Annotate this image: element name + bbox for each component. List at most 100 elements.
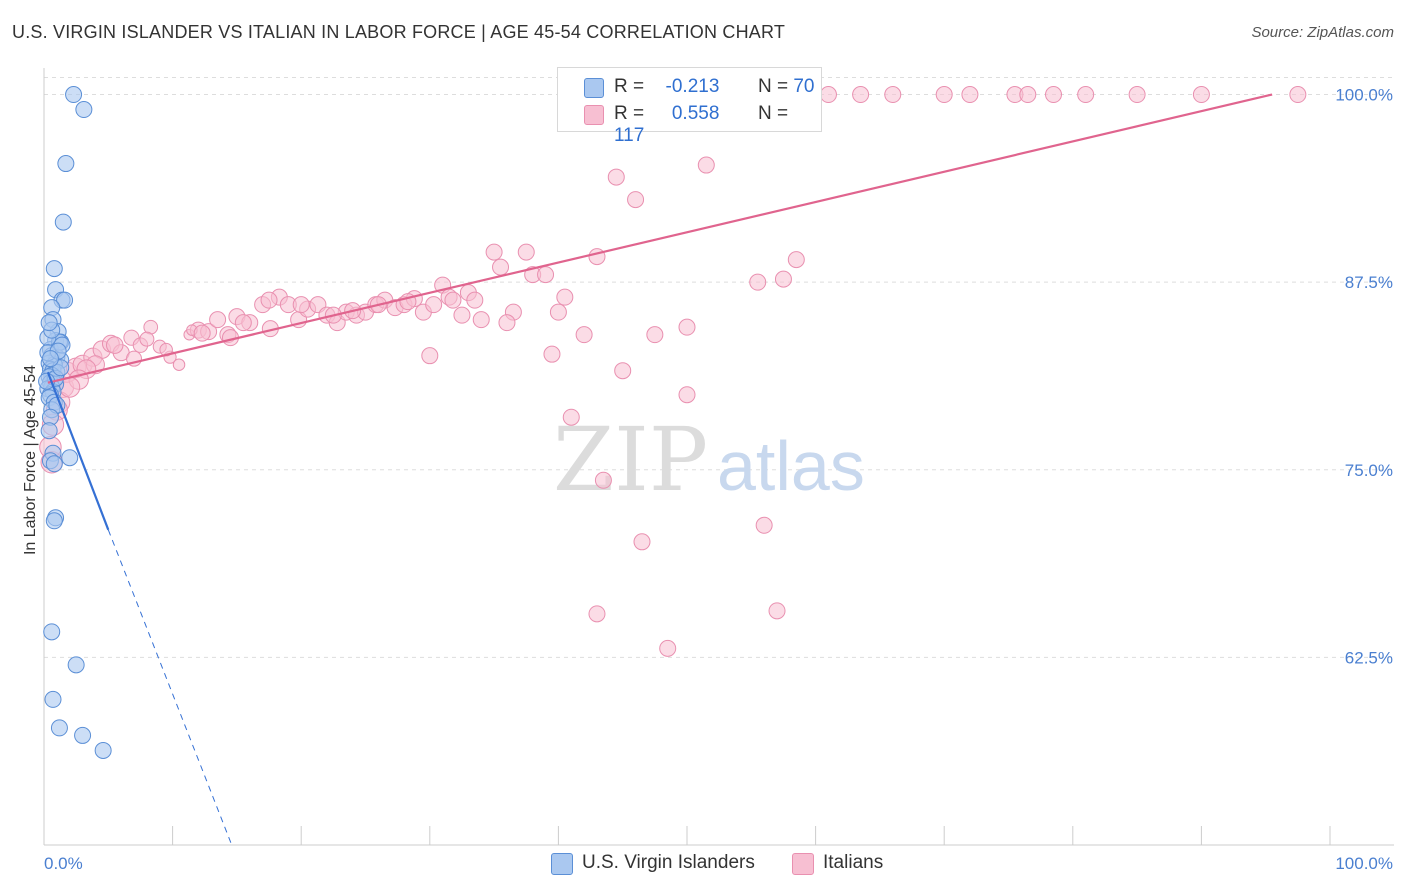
italians-point	[678, 318, 696, 336]
y-tick-label: 62.5%	[1345, 648, 1393, 667]
italians-point	[537, 266, 555, 284]
italians-point	[614, 362, 632, 380]
italians-point	[172, 358, 186, 371]
virgin-islanders-point	[45, 260, 63, 278]
italians-point	[292, 296, 310, 314]
italians-point	[961, 86, 979, 104]
watermark: ZIP atlas	[553, 408, 865, 511]
watermark-atlas: atlas	[717, 427, 865, 505]
italians-point	[444, 291, 462, 309]
italians-point	[819, 86, 837, 104]
legend-row-virgin-islanders: R = -0.213 N = 70	[614, 76, 814, 98]
italians-point	[453, 306, 471, 324]
bottom-legend-swatch-italians	[792, 853, 814, 875]
italians-point	[466, 291, 484, 309]
italians-point	[935, 86, 953, 104]
legend-r-value-virgin-islanders: -0.213	[665, 76, 720, 97]
legend-n-value-virgin-islanders: 70	[793, 76, 815, 97]
legend-row-italians: R = 0.558 N = 117	[614, 103, 821, 147]
italians-point	[678, 386, 696, 404]
virgin-islanders-point	[50, 719, 68, 737]
virgin-islanders-point	[67, 656, 85, 674]
italians-point	[787, 251, 805, 269]
italians-point	[588, 605, 606, 623]
y-tick-label: 87.5%	[1345, 273, 1393, 292]
italians-point	[1077, 86, 1095, 104]
watermark-zip: ZIP	[553, 408, 708, 511]
virgin-islanders-trend-line	[46, 371, 110, 531]
legend-swatch-italians	[584, 105, 604, 125]
italians-point	[492, 258, 510, 276]
y-axis-label: In Labor Force | Age 45-54	[22, 365, 39, 555]
italians-point	[1128, 86, 1146, 104]
italians-point	[1192, 86, 1210, 104]
italians-point	[209, 311, 227, 329]
virgin-islanders-point	[40, 422, 58, 440]
italians-point	[607, 168, 625, 186]
italians-point	[755, 516, 773, 534]
italians-point	[105, 336, 124, 354]
y-tick-labels: 62.5% 75.0% 87.5% 100.0%	[1335, 86, 1393, 668]
italians-point	[1289, 86, 1307, 104]
italians-point	[139, 331, 155, 347]
y-tick-label: 75.0%	[1345, 461, 1393, 480]
virgin-islanders-point	[45, 455, 63, 473]
x-tick-label: 100.0%	[1335, 854, 1393, 873]
italians-point	[633, 533, 651, 551]
chart-title: U.S. VIRGIN ISLANDER VS ITALIAN IN LABOR…	[12, 22, 786, 42]
italians-point	[749, 273, 767, 291]
italians-point	[884, 86, 902, 104]
italians-point	[425, 296, 443, 314]
legend-n-label: N =	[757, 76, 789, 97]
virgin-islanders-trend-extension	[107, 529, 233, 846]
source-label: Source: ZipAtlas.com	[1251, 24, 1394, 41]
italians-point	[852, 86, 870, 104]
stats-legend: R = -0.213 N = 70 R = 0.558 N = 117	[557, 67, 822, 146]
italians-trend-line	[47, 93, 1273, 384]
italians-point	[234, 314, 252, 332]
x-tick-label: 0.0%	[44, 854, 83, 873]
italians-point	[260, 291, 278, 309]
trend-lines	[46, 93, 1273, 846]
legend-n-label: N =	[757, 103, 789, 124]
grid-lines	[44, 77, 1394, 658]
italians-point	[485, 243, 503, 261]
italians-point	[768, 602, 786, 620]
virgin-islanders-point	[56, 291, 74, 309]
italians-point	[697, 156, 715, 174]
virgin-islanders-point	[43, 623, 61, 641]
italians-point	[627, 191, 645, 209]
bottom-legend-swatch-virgin-islanders	[551, 853, 573, 875]
italians-point	[774, 270, 792, 288]
y-tick-label: 100.0%	[1335, 86, 1393, 105]
legend-r-value-italians: 0.558	[671, 103, 720, 124]
bottom-legend-italians: Italians	[823, 852, 884, 873]
legend-n-value-italians: 117	[614, 125, 645, 146]
italians-point	[1045, 86, 1063, 104]
virgin-islanders-point	[44, 690, 62, 708]
italians-point	[421, 347, 439, 365]
virgin-islanders-point	[57, 155, 75, 173]
virgin-islanders-point	[61, 449, 79, 467]
bottom-legend-virgin-islanders: U.S. Virgin Islanders	[582, 852, 755, 873]
italians-point	[549, 303, 567, 321]
virgin-islanders-point	[45, 512, 63, 530]
italians-point	[517, 243, 535, 261]
italians-point	[543, 345, 561, 363]
italians-point	[659, 639, 677, 657]
italians-point	[193, 324, 211, 342]
virgin-islanders-point	[54, 213, 72, 231]
virgin-islanders-point	[40, 314, 58, 332]
virgin-islanders-point	[41, 350, 59, 368]
italians-point	[646, 326, 664, 344]
italians-point	[562, 408, 580, 426]
virgin-islanders-point	[65, 86, 83, 104]
italians-point	[498, 314, 516, 332]
legend-r-label: R =	[614, 103, 645, 124]
virgin-islanders-point	[94, 741, 112, 759]
x-tick-labels: 0.0% 100.0%	[44, 854, 1393, 873]
italians-point	[594, 471, 612, 489]
italians-point	[1019, 86, 1037, 104]
italians-point	[556, 288, 574, 306]
